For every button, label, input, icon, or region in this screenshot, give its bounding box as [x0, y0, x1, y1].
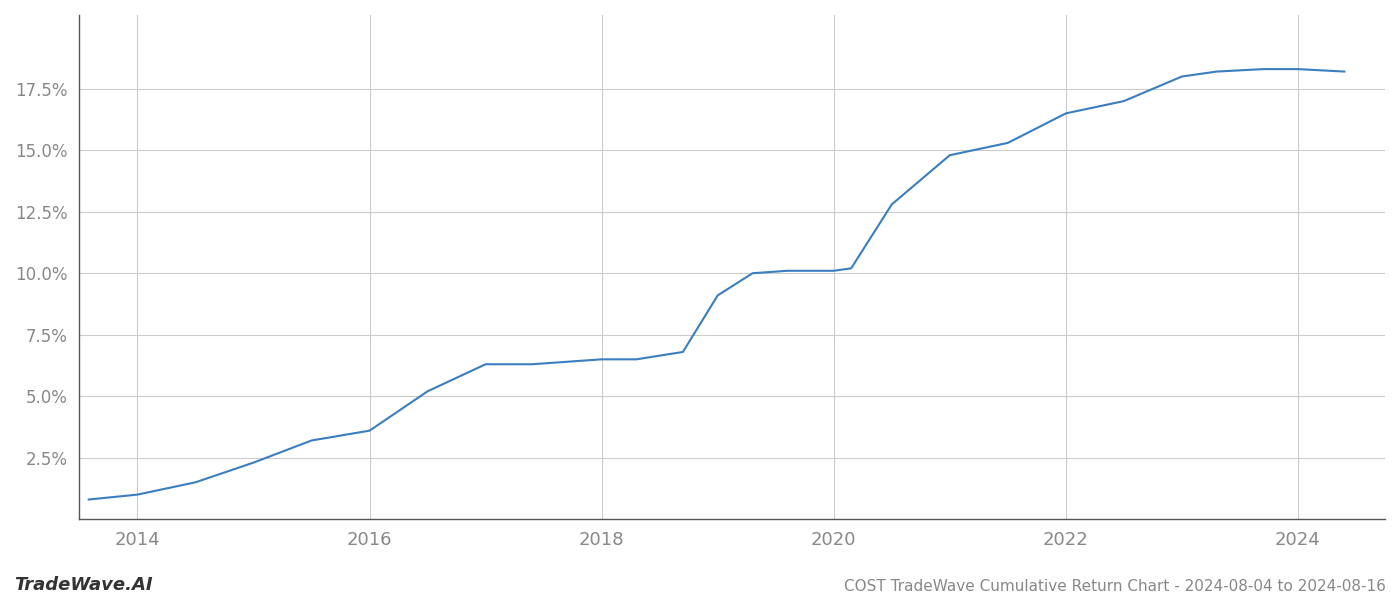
Text: COST TradeWave Cumulative Return Chart - 2024-08-04 to 2024-08-16: COST TradeWave Cumulative Return Chart -…: [844, 579, 1386, 594]
Text: TradeWave.AI: TradeWave.AI: [14, 576, 153, 594]
